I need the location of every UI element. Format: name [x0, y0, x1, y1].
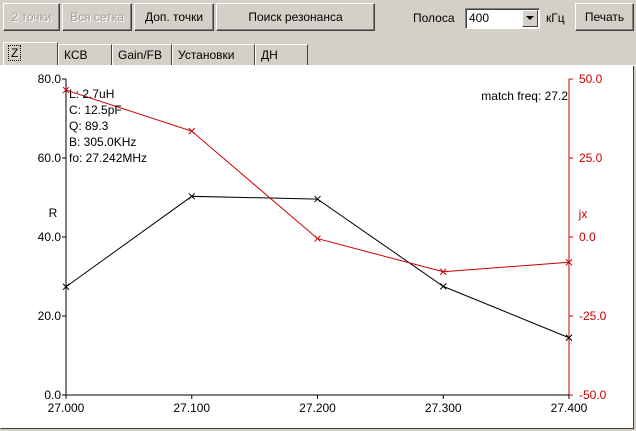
chart-panel: 0.0 20.0 40.0 60.0 80.0 -50.0 -25.0 0.0 25.0 50.0… [0, 66, 634, 429]
tab-swr[interactable]: КСВ [58, 44, 112, 65]
extra-points-button[interactable]: Доп. точки [134, 3, 214, 31]
band-unit-label: кГц [546, 11, 565, 25]
left-tick-label: 20.0 [38, 309, 62, 323]
right-tick-label: -50.0 [579, 388, 607, 402]
x-tick-label: 27.300 [425, 401, 462, 415]
series-point-r [439, 283, 447, 290]
tab-z[interactable]: Z [3, 42, 58, 65]
tab-pattern[interactable]: ДН [255, 44, 308, 65]
series-point-jx [62, 86, 70, 94]
annotation-text: B: 305.0KHz [69, 135, 136, 149]
x-tick-label: 27.200 [299, 401, 336, 415]
annotation-text: fo: 27.242MHz [69, 151, 147, 165]
series-point-r [314, 195, 321, 203]
right-tick-label: 0.0 [579, 230, 596, 244]
resonance-search-button[interactable]: Поиск резонанса [216, 3, 375, 31]
tab-bar: Z КСВ Gain/FB Установки ДН [0, 42, 636, 66]
band-value: 400 [469, 11, 490, 25]
annotation-text: Q: 89.3 [69, 119, 109, 133]
tab-settings[interactable]: Установки [172, 44, 255, 65]
series-point-r [188, 192, 196, 200]
print-button[interactable]: Печать [575, 3, 634, 31]
annotation-text: C: 12.5pF [69, 103, 122, 117]
left-tick-label: 0.0 [44, 388, 61, 402]
x-tick-label: 27.100 [173, 401, 210, 415]
left-tick-label: 40.0 [38, 230, 62, 244]
series-point-jx [565, 258, 573, 266]
series-point-r [62, 283, 70, 291]
series-line-r [65, 195, 570, 339]
series-line-jx [65, 89, 570, 273]
band-select[interactable]: 400 [465, 8, 540, 29]
chevron-down-icon [526, 16, 534, 20]
whole-grid-button[interactable]: Вся сетка [62, 3, 132, 31]
series-point-jx [439, 268, 447, 276]
right-tick-label: 25.0 [579, 151, 603, 165]
tab-divider [0, 65, 636, 66]
x-tick-label: 27.400 [551, 401, 588, 415]
x-tick-label: 27.000 [48, 401, 85, 415]
two-points-button[interactable]: 2 точки [3, 3, 60, 31]
series-point-jx [188, 127, 196, 135]
right-axis-label: jx [578, 207, 588, 221]
band-label: Полоса [413, 11, 455, 25]
left-axis-label: R [49, 206, 58, 220]
impedance-chart: 0.0 20.0 40.0 60.0 80.0 -50.0 -25.0 0.0 25.0 50.0… [38, 72, 607, 415]
right-tick-label: -25.0 [579, 309, 607, 323]
left-tick-label: 60.0 [38, 151, 62, 165]
right-tick-label: 50.0 [579, 72, 603, 86]
left-tick-label: 80.0 [38, 72, 62, 86]
series-point-jx [314, 235, 321, 242]
annotation-text: L: 2.7uH [69, 87, 114, 101]
dropdown-arrow-button[interactable] [522, 10, 538, 27]
match-freq-label: match freq: 27.2 [481, 89, 568, 103]
tab-gain-fb[interactable]: Gain/FB [112, 44, 172, 65]
series-point-r [565, 334, 573, 342]
